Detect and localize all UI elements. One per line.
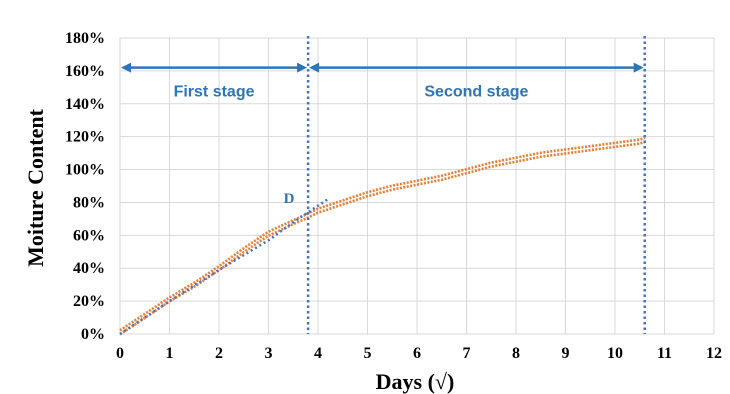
x-tick-label: 8 [512, 345, 520, 362]
y-tick-label: 100% [65, 162, 105, 179]
y-tick-label: 60% [73, 227, 105, 244]
y-tick-label: 80% [73, 194, 105, 211]
x-tick-label: 0 [116, 345, 124, 362]
y-tick-label: 160% [65, 63, 105, 80]
grid-lines [119, 37, 715, 335]
stage-label: Second stage [424, 84, 528, 101]
trend-line [119, 198, 329, 336]
y-tick-label: 20% [73, 293, 105, 310]
x-tick-label: 7 [463, 345, 471, 362]
stage-arrow-head-right [297, 62, 308, 73]
x-tick-label: 2 [215, 345, 223, 362]
series-line-lower [119, 140, 646, 336]
x-tick-label: 3 [265, 345, 273, 362]
stage-arrow-head-right [633, 62, 644, 73]
y-tick-label: 0% [81, 326, 105, 343]
y-axis-title: Moiture Content [23, 108, 48, 267]
y-tick-label: 140% [65, 96, 105, 113]
y-tick-label: 120% [65, 129, 105, 146]
x-tick-label: 9 [562, 345, 570, 362]
x-tick-label: 1 [166, 345, 174, 362]
y-tick-label: 40% [73, 260, 105, 277]
point-label-d: D [284, 191, 295, 207]
stage-arrow-head-left [309, 62, 320, 73]
annotation-layer: First stage Second stage D [121, 36, 646, 334]
x-tick-label: 5 [364, 345, 372, 362]
tick-labels: 0 1 2 3 4 5 6 7 8 9 10 11 120%20%40%60%80%100%120%14… [65, 30, 722, 362]
x-tick-label: 10 [607, 345, 623, 362]
x-tick-label: 4 [314, 345, 322, 362]
x-tick-label: 11 [657, 345, 672, 362]
y-tick-label: 180% [65, 30, 105, 47]
stage-arrow-head-left [121, 62, 131, 73]
x-axis-title: Days (√) [376, 369, 455, 394]
plot-area-border [119, 37, 715, 335]
x-tick-label: 12 [706, 345, 722, 362]
x-tick-label: 6 [413, 345, 421, 362]
stage-label: First stage [174, 84, 255, 101]
series-line-upper [119, 136, 646, 332]
series-layer [119, 136, 646, 336]
